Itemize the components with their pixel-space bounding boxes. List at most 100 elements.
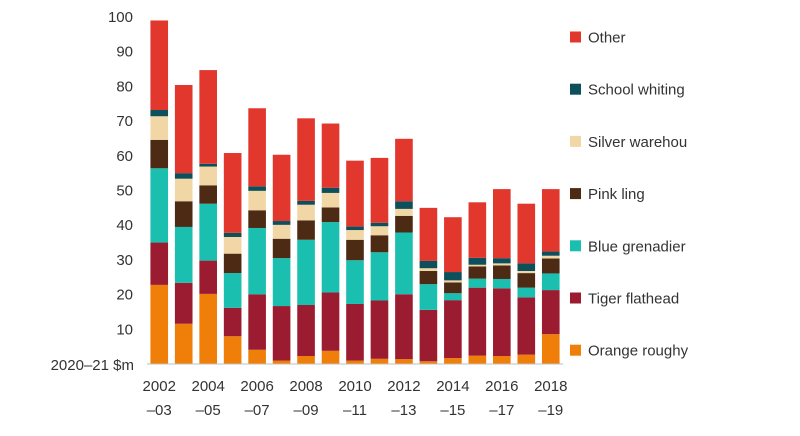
bar-segment [321, 123, 340, 188]
bar-segment [346, 226, 364, 231]
x-tick-label-year: 2006 [240, 378, 273, 395]
bar-segment [297, 200, 315, 205]
bar-segment [370, 235, 389, 253]
bar-segment [199, 203, 217, 261]
bar-stack [370, 157, 389, 364]
x-tick-label-year: 2014 [436, 378, 469, 395]
bar-segment [468, 264, 487, 267]
bar-stack [419, 207, 438, 364]
bar-segment [321, 207, 340, 223]
bar-stack [493, 189, 511, 364]
bar-segment [419, 309, 438, 362]
bar-segment [174, 178, 193, 202]
bar-stack [223, 153, 242, 364]
legend-item: Silver warehou [570, 134, 687, 151]
x-tick-label-year: 2008 [289, 378, 322, 395]
bar-segment [272, 360, 291, 364]
bar-segment [468, 355, 487, 364]
y-tick-label: 90 [116, 44, 133, 61]
bar-segment [444, 358, 462, 364]
bar-segment [395, 201, 413, 209]
bar-stack [174, 85, 193, 364]
bar-segment [346, 360, 364, 364]
y-tick-label: 50 [116, 183, 133, 200]
bar-segment [174, 173, 193, 179]
bar-segment [493, 288, 511, 357]
bar-segment [419, 284, 438, 310]
legend-swatch [570, 135, 581, 147]
bar-segment [541, 290, 560, 335]
legend-swatch [570, 31, 581, 43]
bar-segment [370, 226, 389, 236]
bar-segment [517, 271, 536, 274]
bar-segment [395, 138, 413, 202]
bar-segment [248, 210, 266, 228]
bar-stack [150, 20, 169, 364]
bar-segment [395, 359, 413, 364]
bar-segment [321, 192, 340, 208]
bar-segment [150, 20, 169, 110]
legend-swatch [570, 292, 581, 304]
legend-label: Orange roughy [588, 343, 689, 360]
bar-segment [493, 265, 511, 279]
bar-segment [150, 242, 169, 285]
bar-segment [541, 189, 560, 252]
x-tick-label-range: –03 [147, 402, 172, 419]
y-tick-labels: 10 20 30 40 50 60 70 80 90 100 [108, 9, 133, 338]
bar-segment [541, 251, 560, 256]
bar-segment [444, 280, 462, 283]
legend-item: School whiting [570, 82, 685, 99]
bar-segment [272, 224, 291, 239]
bar-segment [517, 273, 536, 288]
y-tick-label: 100 [108, 9, 133, 26]
bar-segment [370, 300, 389, 359]
bar-segment [444, 217, 462, 273]
legend-item: Pink ling [570, 186, 645, 203]
bar-segment [395, 294, 413, 360]
bar-segment [248, 227, 266, 295]
x-tick-label-year: 2012 [387, 378, 420, 395]
bar-segment [223, 307, 242, 337]
x-tick-label-range: –11 [343, 402, 367, 419]
y-tick-label: 30 [116, 252, 133, 269]
bar-segment [199, 166, 217, 186]
x-tick-label-range: –13 [391, 402, 416, 419]
bar-stack [517, 203, 536, 364]
bars-layer [150, 20, 560, 364]
bar-segment [248, 349, 266, 364]
bar-stack [272, 154, 291, 364]
bar-segment [297, 204, 315, 221]
legend-swatch [570, 83, 581, 95]
legend-swatch [570, 344, 581, 356]
x-tick-labels: 2002 –03 2004 –05 2006 –07 2008 –09 2010 –11 2012 –… [143, 378, 568, 419]
bar-segment [517, 354, 536, 364]
bar-segment [395, 232, 413, 295]
bar-segment [419, 271, 438, 285]
y-tick-label: 60 [116, 148, 133, 165]
bar-segment [517, 263, 536, 271]
bar-segment [444, 282, 462, 294]
bar-stack [395, 138, 413, 364]
bar-segment [248, 190, 266, 211]
legend-label: Silver warehou [588, 134, 687, 151]
bar-segment [444, 300, 462, 359]
bar-segment [272, 258, 291, 307]
x-tick-label-year: 2004 [191, 378, 224, 395]
bar-segment [493, 263, 511, 266]
bar-segment [297, 356, 315, 364]
bar-segment [346, 160, 364, 227]
bar-segment [370, 252, 389, 301]
legend-label: Pink ling [588, 186, 645, 203]
y-tick-label: 70 [116, 113, 133, 130]
y-axis-label: 2020–21 $m [51, 357, 134, 374]
bar-segment [321, 187, 340, 193]
bar-segment [346, 230, 364, 240]
axis-layer: 2020–21 $m [51, 357, 563, 374]
bar-segment [468, 257, 487, 265]
bar-segment [174, 282, 193, 324]
bar-stack [199, 70, 217, 364]
bar-segment [346, 303, 364, 361]
bar-segment [297, 220, 315, 240]
bar-segment [321, 350, 340, 364]
legend-label: School whiting [588, 82, 685, 99]
